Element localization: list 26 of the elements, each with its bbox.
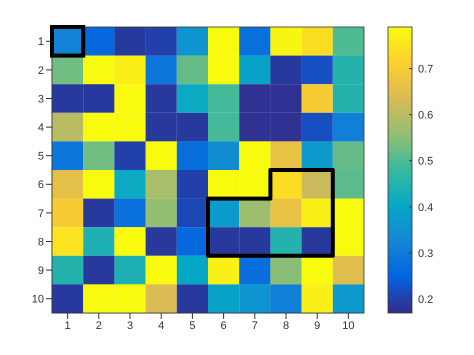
y-tick-label: 6 (38, 179, 44, 192)
x-tick-label: 8 (282, 320, 290, 332)
x-tick-label: 5 (189, 320, 196, 332)
x-tick-label: 4 (158, 320, 164, 332)
y-tick-label: 9 (38, 265, 44, 278)
color-bar-label: 0.6 (418, 109, 434, 122)
x-tick-label: 6 (220, 320, 227, 332)
y-tick-label: 1 (38, 36, 44, 48)
color-bar-label: 0.7 (418, 63, 434, 76)
x-tick-label: 7 (252, 320, 258, 332)
x-tick-label: 2 (96, 320, 102, 332)
y-tick-label: 8 (38, 236, 44, 248)
x-tick-label: 10 (342, 320, 355, 332)
y-tick-label: 7 (38, 208, 44, 220)
y-tick-label: 3 (38, 93, 44, 106)
color-bar-label: 0.4 (418, 202, 434, 214)
y-tick-label: 4 (38, 122, 44, 134)
y-tick-label: 2 (38, 64, 44, 77)
color-bar-label: 0.5 (418, 156, 434, 168)
x-tick-label: 9 (314, 320, 320, 332)
x-tick-label: 1 (64, 320, 71, 332)
x-tick-label: 3 (126, 320, 134, 332)
y-tick-label: 10 (32, 294, 44, 306)
color-bar-label: 0.2 (418, 294, 434, 306)
y-tick-label: 5 (38, 150, 44, 163)
color-bar-label: 0.3 (418, 248, 434, 260)
